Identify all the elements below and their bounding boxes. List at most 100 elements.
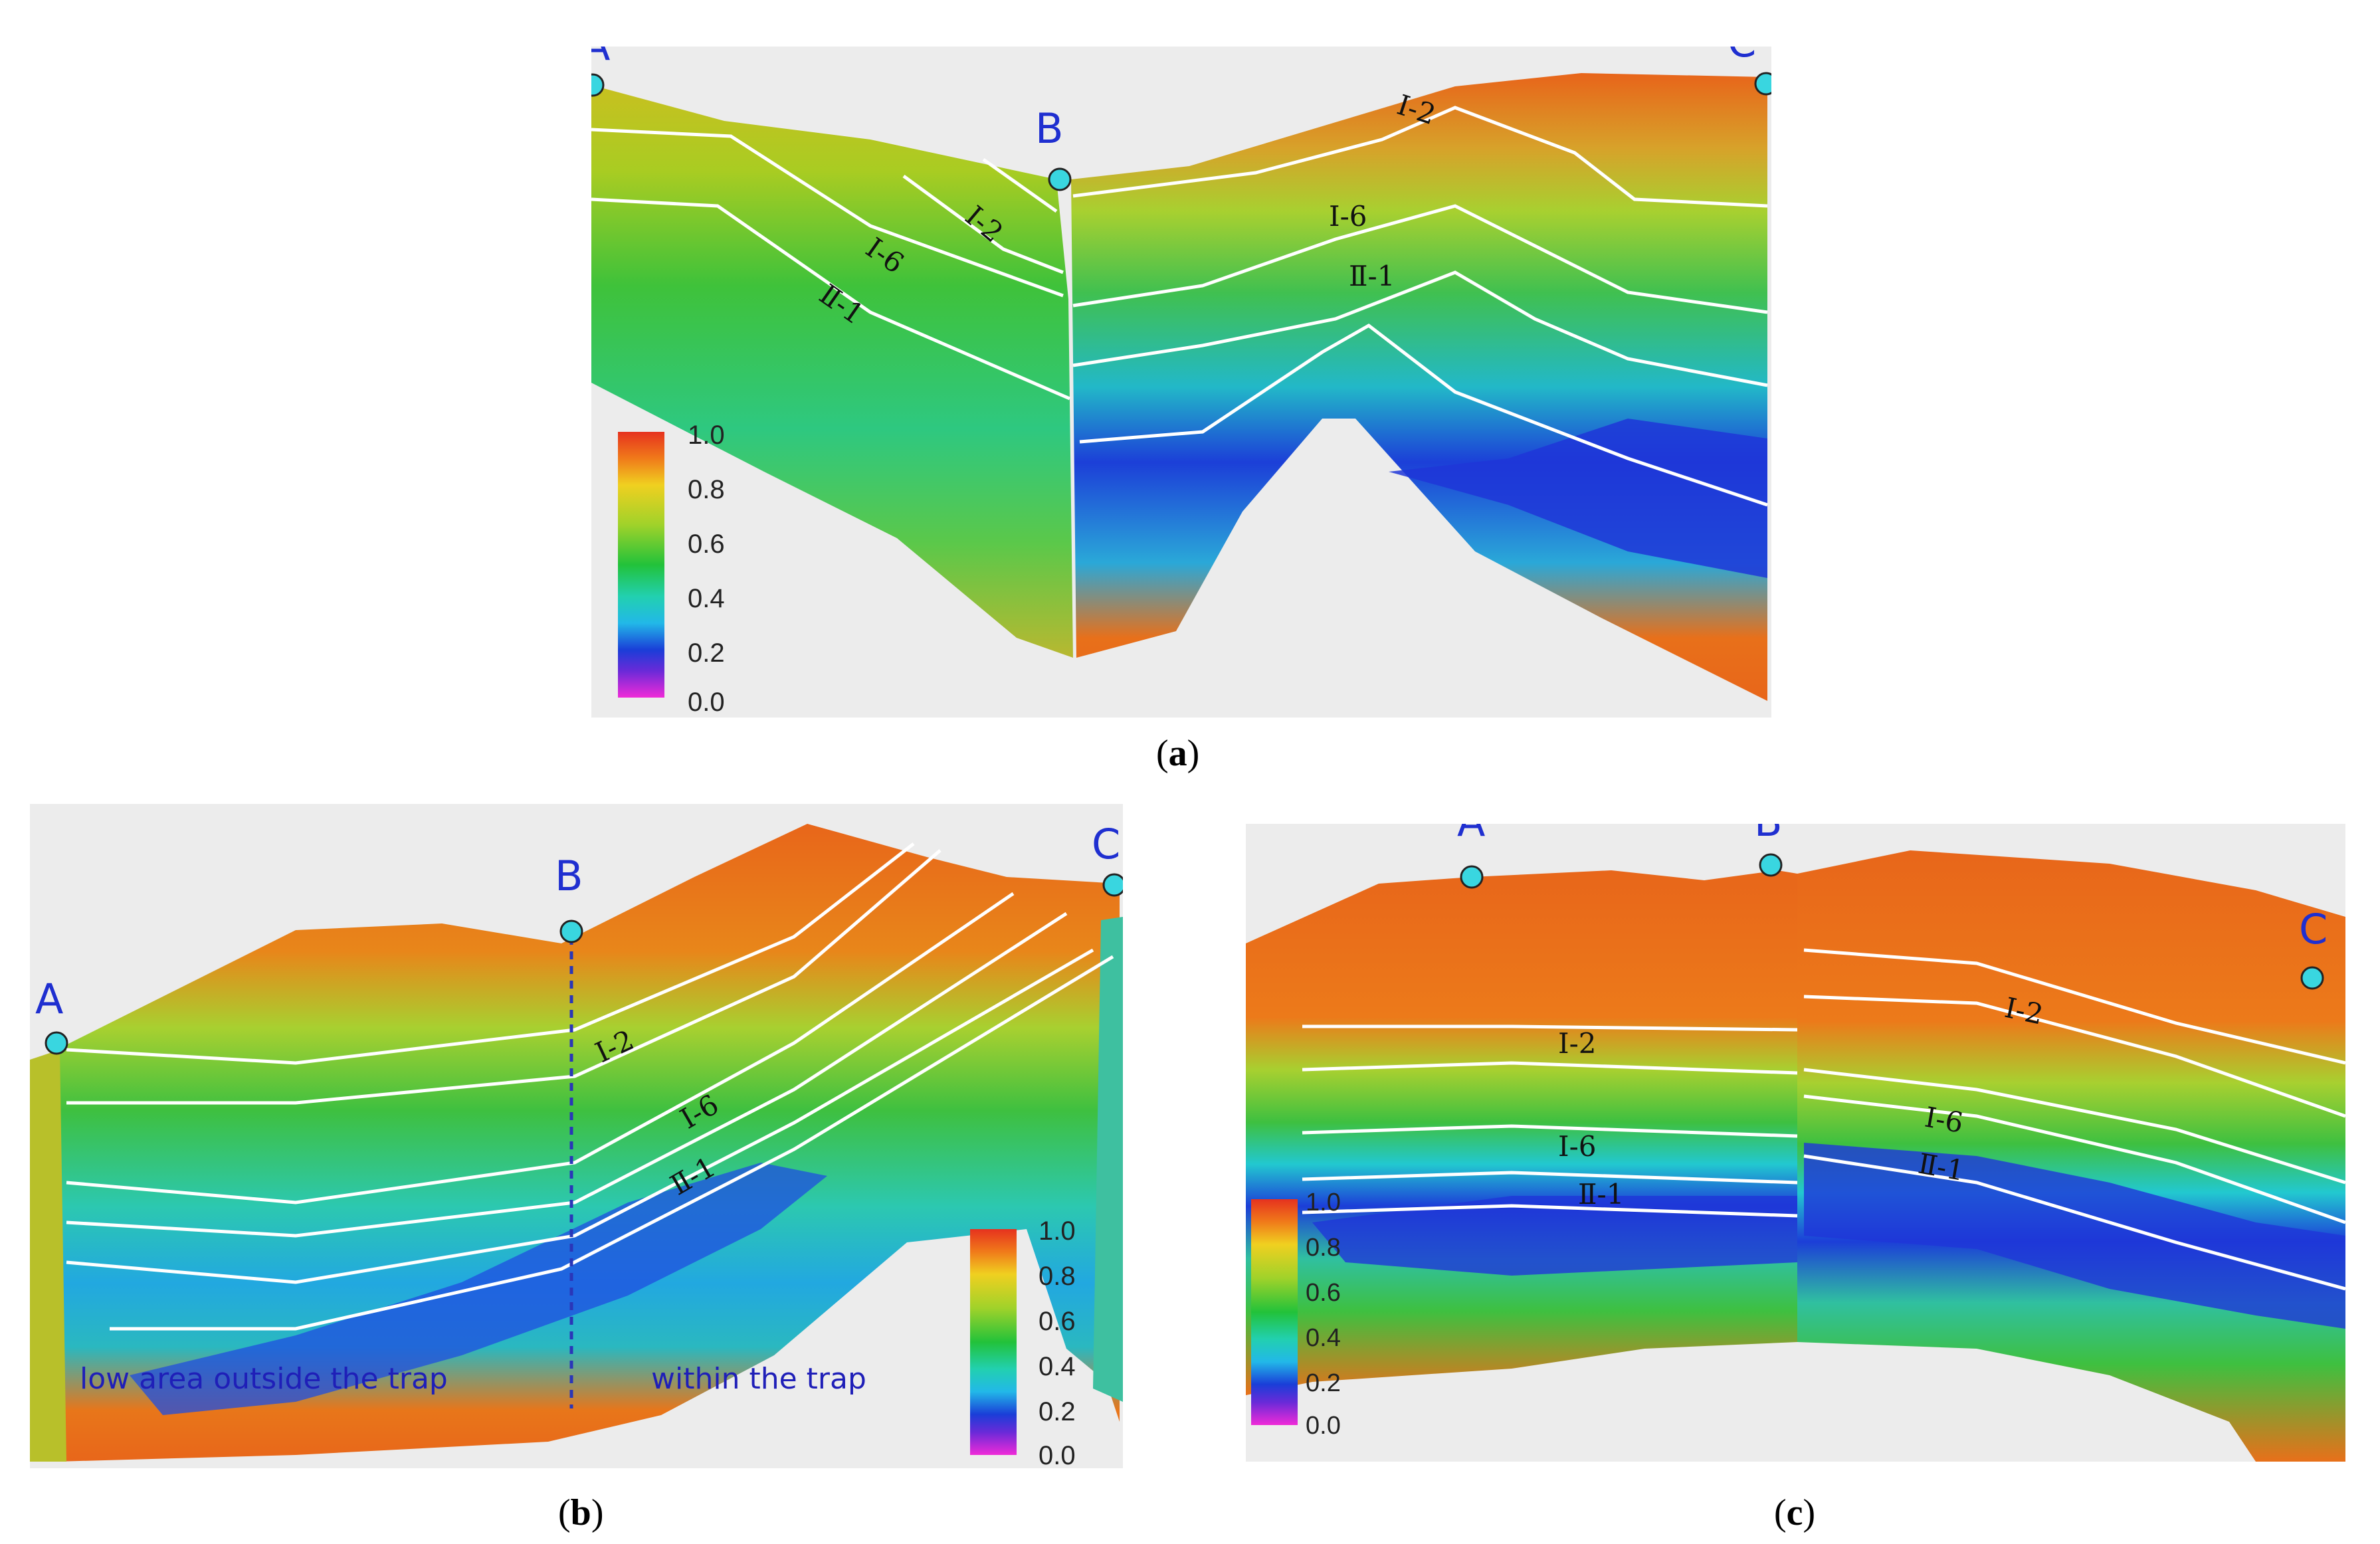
colorbar-a-tick-5: 0.0 — [688, 688, 725, 717]
colorbar-c: 1.0 0.8 0.6 0.4 0.2 0.0 — [1251, 1189, 1341, 1440]
colorbar-b-tick-4: 0.2 — [1039, 1397, 1076, 1426]
horizon-c-right-1 — [1803, 948, 2345, 1065]
well-b-b-label: B — [555, 852, 583, 900]
colorbar-b-tick-5: 0.0 — [1039, 1441, 1076, 1468]
horizon-c-left-5 — [1302, 1204, 1798, 1218]
caption-c: (c) — [1774, 1492, 1815, 1534]
panel-a-section: Ⅰ-2 Ⅰ-6 Ⅱ-1 Ⅰ-2 Ⅰ-6 Ⅱ-1 A B C 1.0 0.8 0.… — [591, 47, 1771, 717]
section-a-left — [591, 85, 1073, 658]
horizon-b-3 — [66, 892, 1015, 1205]
well-b-b-marker[interactable] — [559, 919, 583, 943]
horizon-c-left-3 — [1302, 1124, 1798, 1138]
horizon-label-c-right-2: Ⅰ-6 — [1922, 1101, 1965, 1139]
colorbar-a-tick-4: 0.2 — [688, 638, 725, 668]
panel-b-section: Ⅰ-2 Ⅰ-6 Ⅱ-1 low area outside the trap wi… — [30, 820, 1123, 1468]
colorbar-a-tick-0: 1.0 — [688, 421, 725, 450]
section-a-low-zone — [1389, 419, 1767, 578]
horizon-b-6 — [110, 955, 1114, 1331]
section-b-left-edge — [30, 1050, 66, 1462]
colorbar-b: 1.0 0.8 0.6 0.4 0.2 0.0 — [970, 1216, 1076, 1468]
well-c-label: C — [1728, 47, 1756, 66]
colorbar-a: 1.0 0.8 0.6 0.4 0.2 0.0 — [618, 421, 725, 717]
caption-b: (b) — [558, 1492, 603, 1534]
well-b-a-marker[interactable] — [45, 1031, 68, 1055]
horizon-label-c-left-1: Ⅰ-2 — [1558, 1027, 1597, 1060]
horizon-a-right-1 — [1072, 106, 1768, 208]
colorbar-a-tick-3: 0.4 — [688, 584, 725, 613]
section-c-low-zone-left — [1312, 1196, 1797, 1276]
colorbar-a-tick-1: 0.8 — [688, 475, 725, 504]
horizon-a-left-3 — [902, 174, 1064, 274]
colorbar-b-tick-0: 1.0 — [1039, 1216, 1076, 1246]
caption-c-close: ) — [1803, 1492, 1816, 1533]
horizon-label-c-left-2: Ⅰ-6 — [1558, 1130, 1597, 1163]
well-c-a-marker[interactable] — [1460, 865, 1484, 889]
panel-a: Ⅰ-2 Ⅰ-6 Ⅱ-1 Ⅰ-2 Ⅰ-6 Ⅱ-1 A B C 1.0 0.8 0.… — [591, 47, 1771, 718]
colorbar-c-tick-0: 1.0 — [1306, 1189, 1341, 1216]
well-a-label: A — [591, 47, 610, 70]
panel-c: Ⅰ-2 Ⅰ-6 Ⅱ-1 Ⅰ-2 Ⅰ-6 Ⅱ-1 A B C 1.0 0.8 0.… — [1246, 824, 2345, 1462]
horizon-a-right-4 — [1079, 324, 1768, 507]
panel-c-section: Ⅰ-2 Ⅰ-6 Ⅱ-1 Ⅰ-2 Ⅰ-6 Ⅱ-1 A B C 1.0 0.8 0.… — [1246, 824, 2345, 1462]
horizon-a-left-4 — [982, 157, 1058, 213]
horizon-c-right-5 — [1803, 1154, 2345, 1291]
well-b-c-label: C — [1092, 820, 1120, 868]
caption-a-close: ) — [1187, 733, 1200, 774]
horizons-c — [1302, 948, 2345, 1291]
colorbar-c-tick-2: 0.6 — [1306, 1279, 1341, 1307]
panel-b: Ⅰ-2 Ⅰ-6 Ⅱ-1 low area outside the trap wi… — [30, 804, 1123, 1468]
section-c-low-zone-right — [1804, 1143, 2345, 1329]
horizon-b-4 — [66, 912, 1068, 1238]
horizon-a-left-1 — [591, 128, 1064, 298]
well-c-c-label: C — [2299, 905, 2328, 953]
colorbar-c-tick-5: 0.0 — [1306, 1412, 1341, 1440]
caption-a-letter: a — [1168, 733, 1187, 774]
horizon-label-a-right-3: Ⅱ-1 — [1349, 260, 1395, 292]
caption-c-open: ( — [1774, 1492, 1787, 1533]
section-a-right — [1071, 73, 1767, 701]
well-b-c-marker[interactable] — [1102, 873, 1123, 897]
horizon-a-right-2 — [1072, 204, 1768, 314]
horizon-c-left-4 — [1302, 1171, 1798, 1185]
caption-b-open: ( — [558, 1492, 571, 1533]
note-outside-trap: low area outside the trap — [80, 1362, 448, 1396]
colorbar-a-tick-2: 0.6 — [688, 530, 725, 559]
section-b-main — [56, 824, 1120, 1462]
horizon-label-c-right-1: Ⅰ-2 — [2002, 991, 2046, 1031]
caption-a-open: ( — [1156, 733, 1169, 774]
colorbar-b-tick-1: 0.8 — [1039, 1262, 1076, 1291]
note-within-trap: within the trap — [651, 1362, 866, 1396]
horizons-a — [591, 106, 1768, 507]
horizon-b-2 — [66, 849, 942, 1105]
horizon-b-5 — [66, 948, 1094, 1284]
caption-c-letter: c — [1786, 1492, 1803, 1533]
well-c-b-label: B — [1754, 824, 1783, 846]
colorbar-c-tick-4: 0.2 — [1306, 1369, 1341, 1397]
well-c-b-marker[interactable] — [1759, 853, 1783, 877]
horizons-b — [66, 842, 1114, 1331]
well-c-c-marker[interactable] — [2300, 966, 2324, 990]
well-c-a-label: A — [1457, 824, 1485, 846]
colorbar-b-tick-3: 0.4 — [1039, 1352, 1076, 1381]
colorbar-c-tick-3: 0.4 — [1306, 1324, 1341, 1352]
horizon-a-left-2 — [591, 197, 1070, 401]
horizon-label-c-right-3: Ⅱ-1 — [1916, 1147, 1967, 1187]
horizon-a-right-3 — [1072, 270, 1768, 387]
caption-a: (a) — [1156, 732, 1199, 775]
well-b-a-label: A — [35, 975, 63, 1023]
horizon-label-a-right-2: Ⅰ-6 — [1329, 200, 1367, 233]
caption-b-letter: b — [570, 1492, 591, 1533]
well-a-marker[interactable] — [591, 73, 605, 97]
colorbar-c-gradient — [1251, 1199, 1298, 1425]
horizon-c-right-3 — [1803, 1068, 2345, 1185]
well-c-marker[interactable] — [1754, 72, 1771, 96]
caption-b-close: ) — [591, 1492, 604, 1533]
horizon-label-c-left-3: Ⅱ-1 — [1578, 1178, 1624, 1210]
horizon-c-left-1 — [1302, 1024, 1798, 1032]
horizon-b-1 — [66, 842, 915, 1065]
section-b-right-strip — [1093, 917, 1123, 1402]
well-b-label: B — [1035, 104, 1064, 153]
colorbar-c-tick-1: 0.8 — [1306, 1234, 1341, 1262]
well-b-marker[interactable] — [1048, 167, 1072, 191]
horizon-c-left-2 — [1302, 1061, 1798, 1075]
